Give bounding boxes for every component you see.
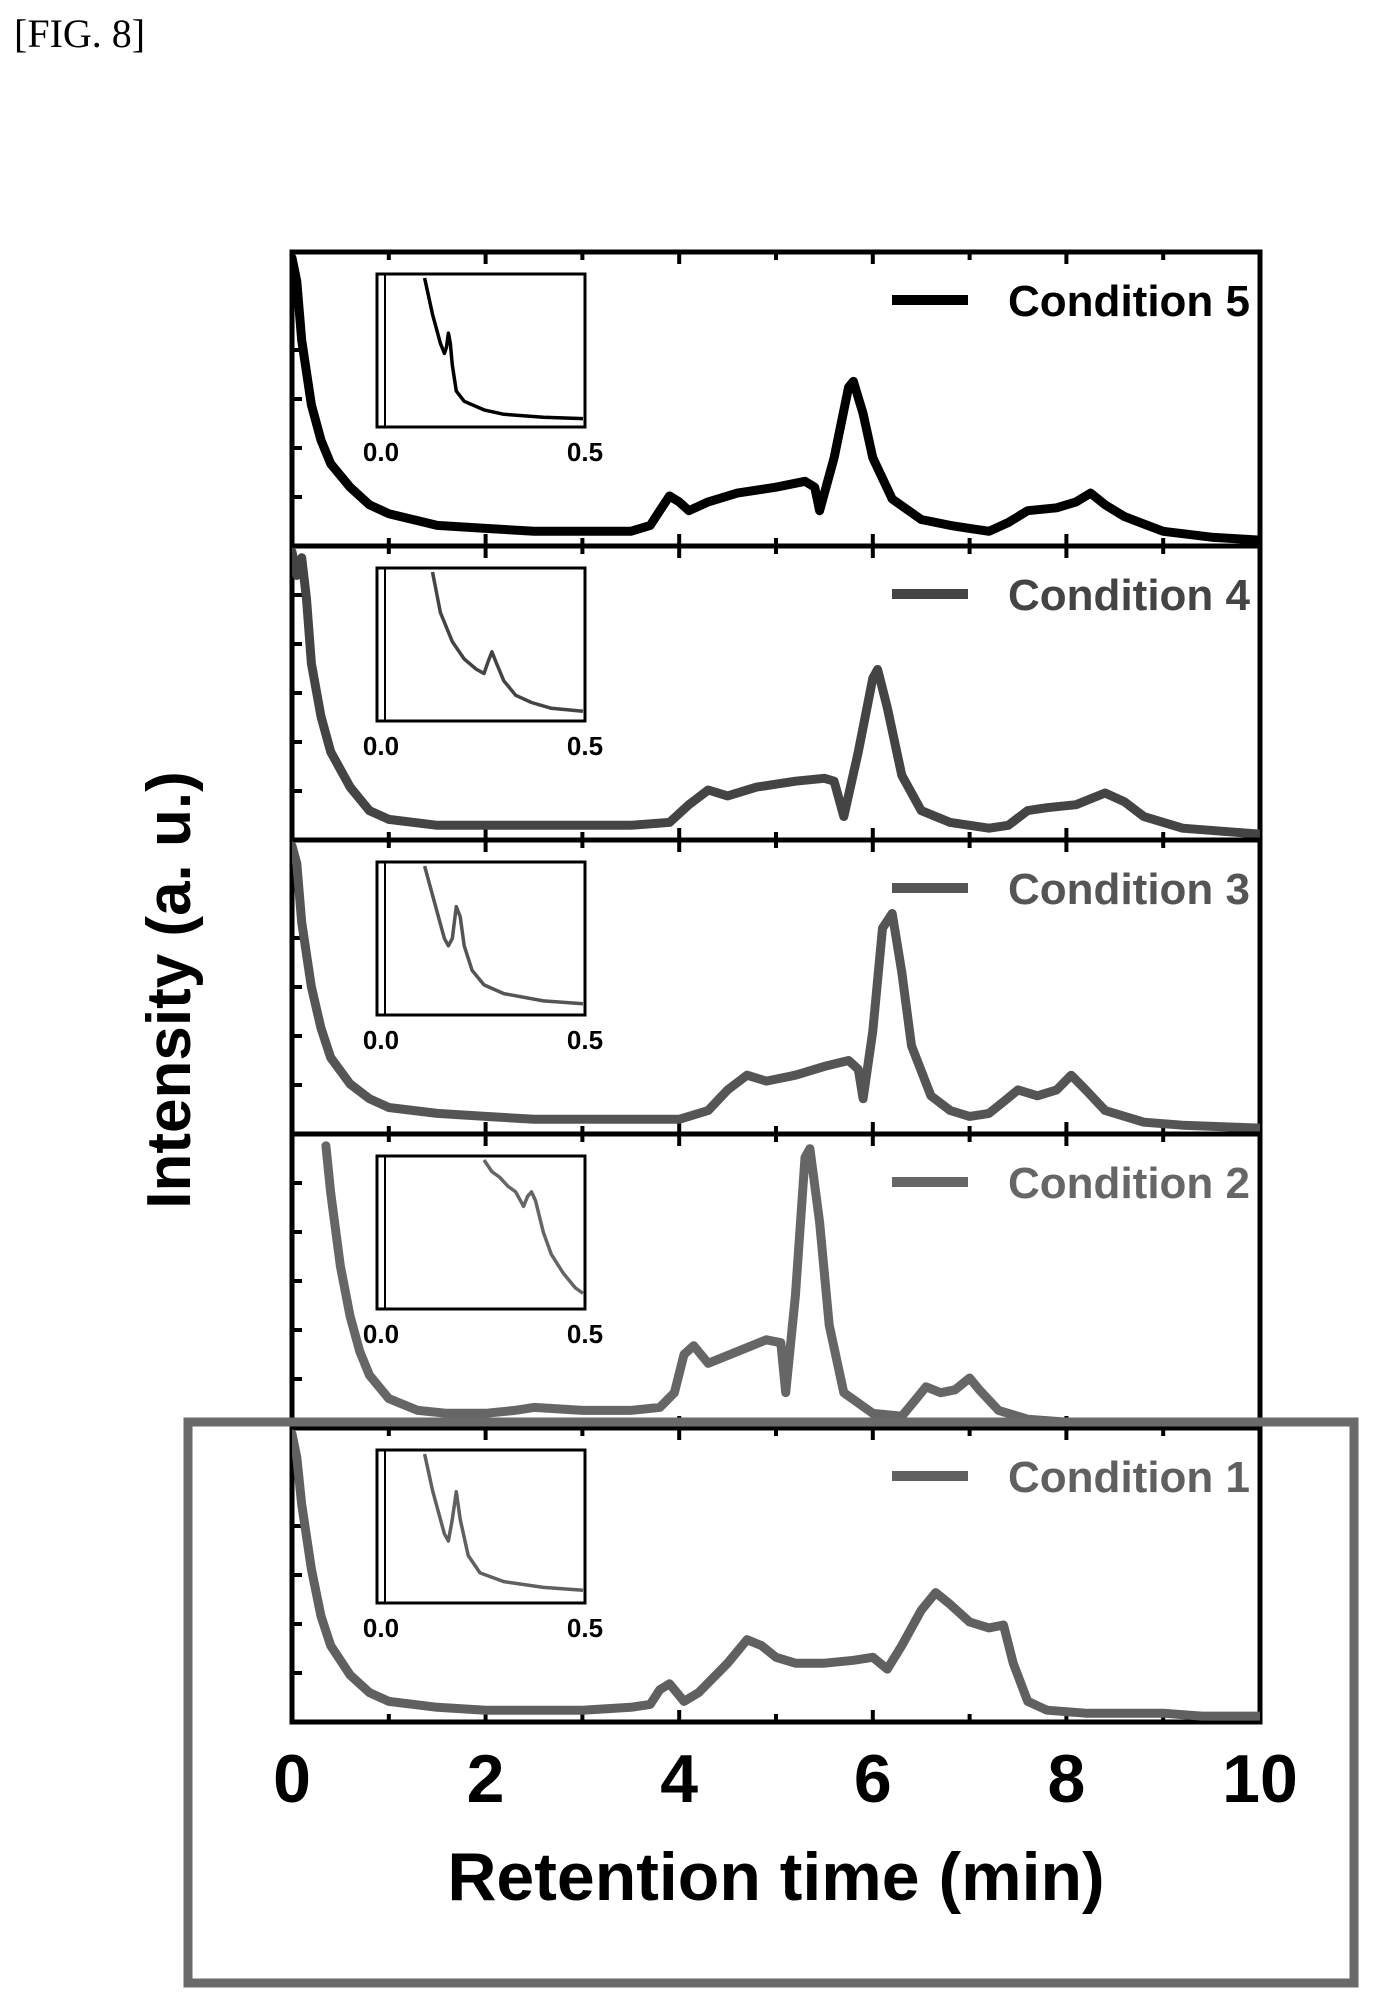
- x-tick-label: 2: [467, 1741, 505, 1817]
- inset-tick-label: 0.0: [363, 1025, 399, 1055]
- x-tick-label: 4: [660, 1741, 698, 1817]
- inset-condition-2: 0.0 0.5: [363, 1154, 603, 1349]
- inset-tick-label: 0.5: [567, 731, 603, 761]
- series-line-condition-2: [321, 1141, 1260, 1428]
- y-axis-label: Intensity (a. u.): [135, 771, 204, 1208]
- inset-tick-label: 0.0: [363, 1319, 399, 1349]
- inset-frame: [375, 566, 587, 723]
- inset-tick-label: 0.0: [363, 437, 399, 467]
- inset-condition-5: 0.0 0.5: [363, 272, 603, 467]
- inset-line: [422, 865, 584, 1006]
- inset-tick-label: 0.0: [363, 1613, 399, 1643]
- inset-condition-3: 0.0 0.5: [363, 860, 603, 1055]
- inset-tick-label: 0.5: [567, 1613, 603, 1643]
- legend-label: Condition 5: [1008, 277, 1250, 326]
- x-axis-label: Retention time (min): [447, 1839, 1104, 1915]
- series-line-condition-1: [292, 1429, 1260, 1721]
- legend-label: Condition 1: [1008, 1453, 1250, 1502]
- x-tick-label: 6: [854, 1741, 892, 1817]
- highlight-box-condition-1: [183, 1417, 1359, 1988]
- inset-frame: [375, 1448, 587, 1605]
- x-tick-label: 0: [273, 1741, 311, 1817]
- inset-line: [482, 1159, 585, 1295]
- inset-tick-label: 0.0: [363, 731, 399, 761]
- inset-line: [430, 571, 584, 713]
- legend-label: Condition 3: [1008, 865, 1250, 914]
- inset-tick-label: 0.5: [567, 437, 603, 467]
- panel-condition-5: Condition 5 0.0 0.5: [289, 249, 1263, 549]
- x-tick-label: 8: [1047, 1741, 1085, 1817]
- panel-condition-3: Condition 3 0.0 0.5: [289, 837, 1263, 1137]
- inset-tick-label: 0.5: [567, 1319, 603, 1349]
- series-line-condition-5: [292, 253, 1260, 545]
- legend-label: Condition 4: [1008, 571, 1250, 620]
- panel-condition-1: Condition 1 0.0 0.5: [289, 1425, 1263, 1725]
- panel-condition-2: Condition 2 0.0 0.5: [289, 1131, 1263, 1431]
- inset-line: [422, 1453, 584, 1593]
- x-tick-label: 10: [1222, 1741, 1298, 1817]
- legend-label: Condition 2: [1008, 1159, 1250, 1208]
- inset-condition-4: 0.0 0.5: [363, 566, 603, 761]
- x-axis: 0 2 4 6 8 10: [273, 1741, 1298, 1817]
- inset-condition-1: 0.0 0.5: [363, 1448, 603, 1643]
- inset-frame: [375, 1154, 587, 1311]
- inset-line: [422, 277, 584, 421]
- series-line-condition-4: [292, 547, 1260, 839]
- panel-condition-4: Condition 4 0.0 0.5: [289, 543, 1263, 843]
- inset-frame: [375, 272, 587, 429]
- inset-tick-label: 0.5: [567, 1025, 603, 1055]
- inset-frame: [375, 860, 587, 1017]
- figure-label: [FIG. 8]: [14, 11, 146, 56]
- series-line-condition-3: [292, 841, 1260, 1133]
